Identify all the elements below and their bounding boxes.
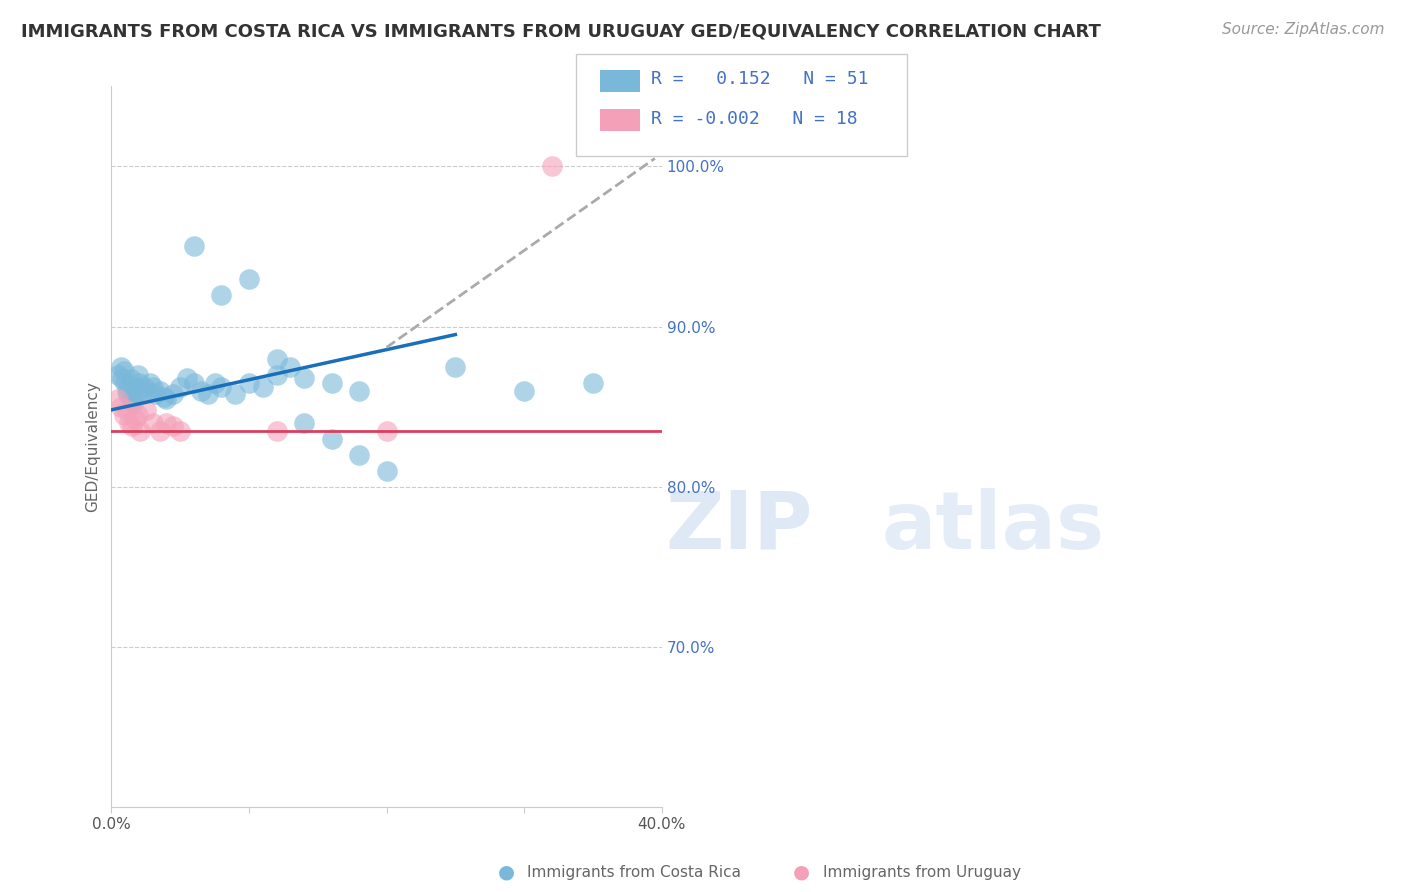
Point	[292, 416, 315, 430]
Point	[211, 380, 233, 394]
Text: Immigrants from Uruguay: Immigrants from Uruguay	[823, 865, 1021, 880]
Point	[145, 387, 167, 401]
Point	[347, 448, 370, 462]
Point	[135, 402, 157, 417]
Point	[120, 372, 142, 386]
Point	[252, 380, 274, 394]
Point	[112, 408, 135, 422]
Point	[169, 380, 191, 394]
Point	[127, 408, 149, 422]
Point	[176, 371, 198, 385]
Point	[204, 376, 226, 390]
Point	[110, 400, 132, 414]
Point	[118, 379, 141, 393]
Point	[238, 376, 260, 390]
Point	[183, 376, 205, 390]
Y-axis label: GED/Equivalency: GED/Equivalency	[86, 381, 100, 512]
Text: ZIP: ZIP	[666, 488, 813, 566]
Point	[375, 424, 398, 438]
Point	[114, 376, 136, 390]
Point	[107, 368, 129, 382]
Point	[117, 387, 139, 401]
Point	[139, 376, 162, 390]
Point	[122, 396, 145, 410]
Point	[155, 416, 177, 430]
Point	[136, 384, 159, 398]
Text: R = -0.002   N = 18: R = -0.002 N = 18	[651, 110, 858, 128]
Point	[375, 464, 398, 478]
Point	[142, 416, 165, 430]
Text: Source: ZipAtlas.com: Source: ZipAtlas.com	[1222, 22, 1385, 37]
Point	[115, 402, 138, 417]
Point	[152, 390, 174, 404]
Point	[155, 392, 177, 406]
Point	[128, 376, 150, 390]
Point	[321, 432, 343, 446]
Point	[129, 424, 152, 438]
Point	[107, 392, 129, 406]
Point	[266, 424, 288, 438]
Point	[121, 418, 143, 433]
Text: Immigrants from Costa Rica: Immigrants from Costa Rica	[527, 865, 741, 880]
Point	[110, 359, 132, 374]
Point	[266, 351, 288, 366]
Point	[513, 384, 536, 398]
Point	[278, 359, 301, 374]
Point	[112, 364, 135, 378]
Point	[118, 416, 141, 430]
Point	[121, 392, 143, 406]
Point	[162, 418, 184, 433]
Point	[148, 384, 170, 398]
Point	[540, 160, 562, 174]
Text: R =   0.152   N = 51: R = 0.152 N = 51	[651, 70, 869, 88]
Point	[169, 424, 191, 438]
Point	[131, 387, 153, 401]
Point	[115, 384, 138, 398]
Point	[582, 376, 605, 390]
Text: atlas: atlas	[882, 488, 1105, 566]
Point	[124, 412, 146, 426]
Point	[162, 387, 184, 401]
Text: IMMIGRANTS FROM COSTA RICA VS IMMIGRANTS FROM URUGUAY GED/EQUIVALENCY CORRELATIO: IMMIGRANTS FROM COSTA RICA VS IMMIGRANTS…	[21, 22, 1101, 40]
Point	[127, 368, 149, 382]
Point	[211, 287, 233, 301]
Text: ●: ●	[793, 863, 810, 882]
Point	[148, 424, 170, 438]
Point	[321, 376, 343, 390]
Point	[190, 384, 212, 398]
Point	[347, 384, 370, 398]
Text: ●: ●	[498, 863, 515, 882]
Point	[183, 239, 205, 253]
Point	[197, 387, 219, 401]
Point	[444, 359, 467, 374]
Point	[292, 371, 315, 385]
Point	[124, 380, 146, 394]
Point	[125, 387, 148, 401]
Point	[238, 271, 260, 285]
Point	[224, 387, 246, 401]
Point	[266, 368, 288, 382]
Point	[142, 380, 165, 394]
Point	[111, 371, 134, 385]
Point	[134, 380, 156, 394]
